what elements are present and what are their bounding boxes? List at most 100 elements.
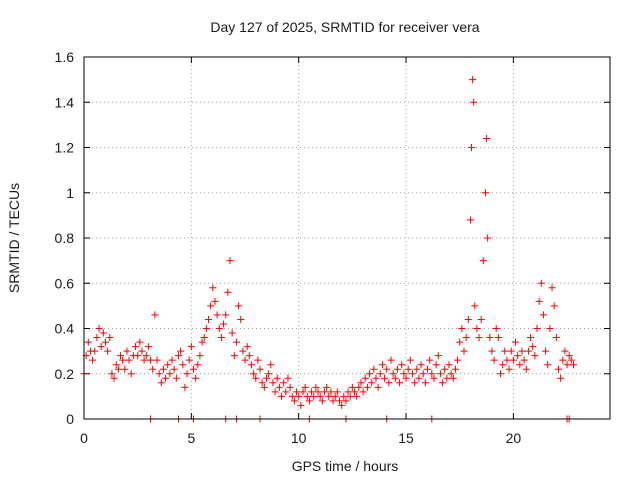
data-point bbox=[134, 352, 142, 360]
data-point bbox=[325, 392, 333, 400]
data-point bbox=[473, 325, 481, 332]
data-point bbox=[84, 338, 92, 346]
axis-ticks: 0 0.2 0.4 0.6 0.8 1 1.2 1.4 1.6 0 5 10 15 20 bbox=[55, 49, 610, 446]
data-point bbox=[468, 144, 476, 151]
data-point bbox=[421, 379, 429, 387]
data-point bbox=[93, 334, 101, 342]
data-point bbox=[398, 361, 406, 369]
data-point bbox=[110, 374, 118, 382]
data-point bbox=[419, 370, 427, 378]
data-point bbox=[149, 365, 157, 373]
data-point bbox=[499, 361, 507, 369]
data-point bbox=[490, 356, 498, 364]
data-point bbox=[368, 379, 376, 387]
data-point bbox=[436, 370, 444, 378]
data-point bbox=[348, 383, 356, 391]
data-point bbox=[250, 370, 258, 378]
y-tick-label: 1.4 bbox=[55, 94, 75, 110]
data-point bbox=[509, 356, 517, 364]
data-point bbox=[417, 361, 425, 369]
data-point bbox=[228, 329, 236, 337]
data-point bbox=[353, 392, 361, 400]
data-point bbox=[185, 356, 193, 364]
data-point bbox=[125, 356, 133, 364]
data-point bbox=[177, 347, 185, 355]
data-point bbox=[370, 365, 378, 373]
data-point bbox=[147, 356, 155, 364]
data-point bbox=[200, 334, 208, 342]
data-point bbox=[554, 365, 562, 373]
data-point bbox=[213, 311, 221, 319]
data-point bbox=[275, 383, 283, 391]
data-point bbox=[217, 334, 225, 342]
data-point bbox=[121, 365, 129, 373]
data-point bbox=[187, 343, 195, 351]
data-point bbox=[361, 374, 369, 382]
data-point bbox=[241, 356, 249, 364]
data-point bbox=[192, 374, 200, 382]
data-point bbox=[267, 361, 275, 369]
data-point bbox=[533, 325, 541, 332]
x-axis-label: GPS time / hours bbox=[292, 458, 399, 474]
data-point bbox=[226, 257, 234, 265]
data-point bbox=[335, 397, 343, 405]
data-point bbox=[439, 379, 447, 387]
data-point bbox=[252, 374, 260, 382]
data-point bbox=[456, 338, 464, 346]
data-point bbox=[488, 347, 496, 355]
data-point bbox=[215, 325, 223, 332]
data-point bbox=[318, 397, 326, 405]
data-point bbox=[483, 134, 491, 142]
data-point bbox=[95, 325, 103, 332]
data-point bbox=[101, 338, 109, 346]
data-point bbox=[157, 379, 165, 387]
data-point bbox=[544, 361, 552, 369]
data-point bbox=[166, 370, 174, 378]
data-point bbox=[494, 334, 502, 342]
data-point bbox=[393, 365, 401, 373]
data-point bbox=[522, 365, 530, 373]
data-point bbox=[295, 392, 303, 400]
data-point bbox=[430, 374, 438, 382]
data-point bbox=[475, 334, 483, 342]
data-point bbox=[497, 370, 505, 378]
data-point bbox=[432, 361, 440, 369]
data-point bbox=[565, 352, 573, 360]
data-point bbox=[363, 383, 371, 391]
data-point bbox=[164, 361, 172, 369]
data-point bbox=[254, 356, 262, 364]
data-point bbox=[293, 388, 301, 396]
data-point bbox=[179, 361, 187, 369]
data-point bbox=[207, 302, 215, 310]
data-point bbox=[529, 343, 537, 351]
data-point bbox=[256, 365, 264, 373]
data-point bbox=[426, 356, 434, 364]
data-point bbox=[447, 370, 455, 378]
y-tick-label: 0.4 bbox=[55, 321, 75, 337]
y-tick-label: 1.2 bbox=[55, 140, 75, 156]
data-point bbox=[132, 343, 140, 351]
data-point bbox=[408, 370, 416, 378]
data-point bbox=[385, 379, 393, 387]
data-point bbox=[97, 343, 105, 351]
data-point bbox=[542, 347, 550, 355]
data-point bbox=[389, 370, 397, 378]
data-point bbox=[284, 374, 292, 382]
data-point bbox=[383, 365, 391, 373]
y-tick-label: 0.6 bbox=[55, 275, 75, 291]
data-point bbox=[260, 383, 268, 391]
data-point bbox=[561, 347, 569, 355]
data-point bbox=[411, 379, 419, 387]
data-point bbox=[481, 189, 489, 197]
data-point bbox=[396, 379, 404, 387]
data-point bbox=[402, 374, 410, 382]
data-point bbox=[563, 361, 571, 369]
data-point bbox=[329, 397, 337, 405]
data-point bbox=[303, 392, 311, 400]
data-point bbox=[209, 284, 217, 292]
data-point bbox=[196, 352, 204, 360]
data-point bbox=[469, 76, 477, 84]
x-tick-label: 10 bbox=[291, 430, 307, 446]
plot-frame bbox=[83, 56, 611, 420]
